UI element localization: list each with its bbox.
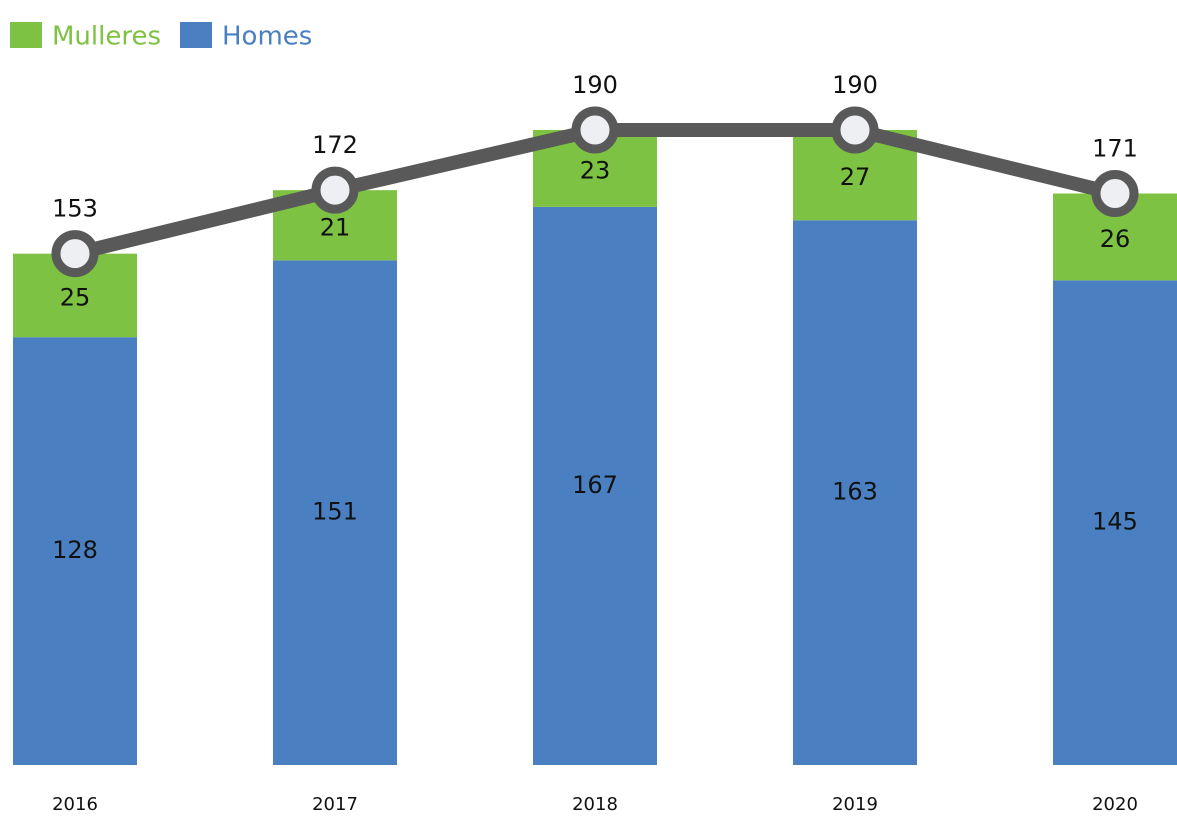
x-tick-label: 2017	[312, 794, 358, 815]
total-label: 172	[312, 131, 358, 159]
x-tick-label: 2020	[1092, 794, 1138, 815]
total-label: 190	[572, 71, 618, 99]
value-label: 26	[1100, 225, 1131, 253]
x-tick-label: 2019	[832, 794, 878, 815]
value-label: 167	[572, 471, 618, 499]
total-marker	[571, 106, 619, 154]
value-label: 145	[1092, 508, 1138, 536]
total-marker	[1091, 170, 1139, 217]
bar-segment	[1053, 280, 1177, 765]
total-marker	[831, 106, 879, 154]
total-marker	[51, 230, 99, 278]
value-label: 23	[580, 156, 611, 184]
legend-label: Homes	[222, 22, 312, 52]
value-label: 25	[60, 283, 91, 311]
bar-segment	[273, 260, 397, 765]
total-label: 190	[832, 71, 878, 99]
x-tick-label: 2018	[572, 794, 618, 815]
value-label: 151	[312, 498, 358, 526]
bar-segment	[793, 220, 917, 766]
x-tick-label: 2016	[52, 794, 98, 815]
total-label: 171	[1092, 135, 1138, 163]
bar-segment	[13, 337, 137, 765]
bar-segment	[533, 206, 657, 766]
value-label: 163	[832, 478, 878, 506]
legend-label: Mulleres	[52, 22, 161, 52]
legend-swatch	[180, 22, 212, 48]
total-marker	[311, 166, 359, 214]
value-label: 128	[52, 536, 98, 564]
total-label: 153	[52, 195, 98, 223]
value-label: 27	[840, 163, 871, 191]
legend-swatch	[10, 22, 42, 48]
value-label: 21	[320, 213, 351, 241]
